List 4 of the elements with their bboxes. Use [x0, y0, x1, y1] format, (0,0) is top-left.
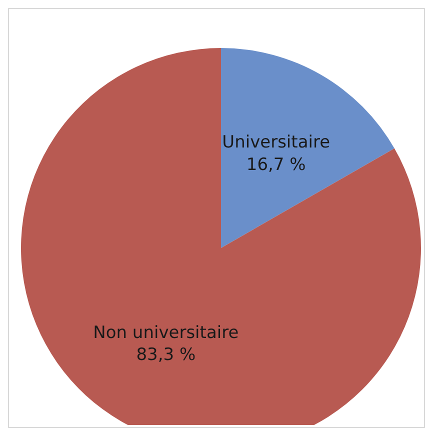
data-label: 16,7 % [246, 154, 306, 175]
slice-label: Non universitaire [93, 323, 239, 344]
data-label: 83,3 % [136, 345, 196, 366]
slice-label: Universitaire [222, 132, 330, 153]
